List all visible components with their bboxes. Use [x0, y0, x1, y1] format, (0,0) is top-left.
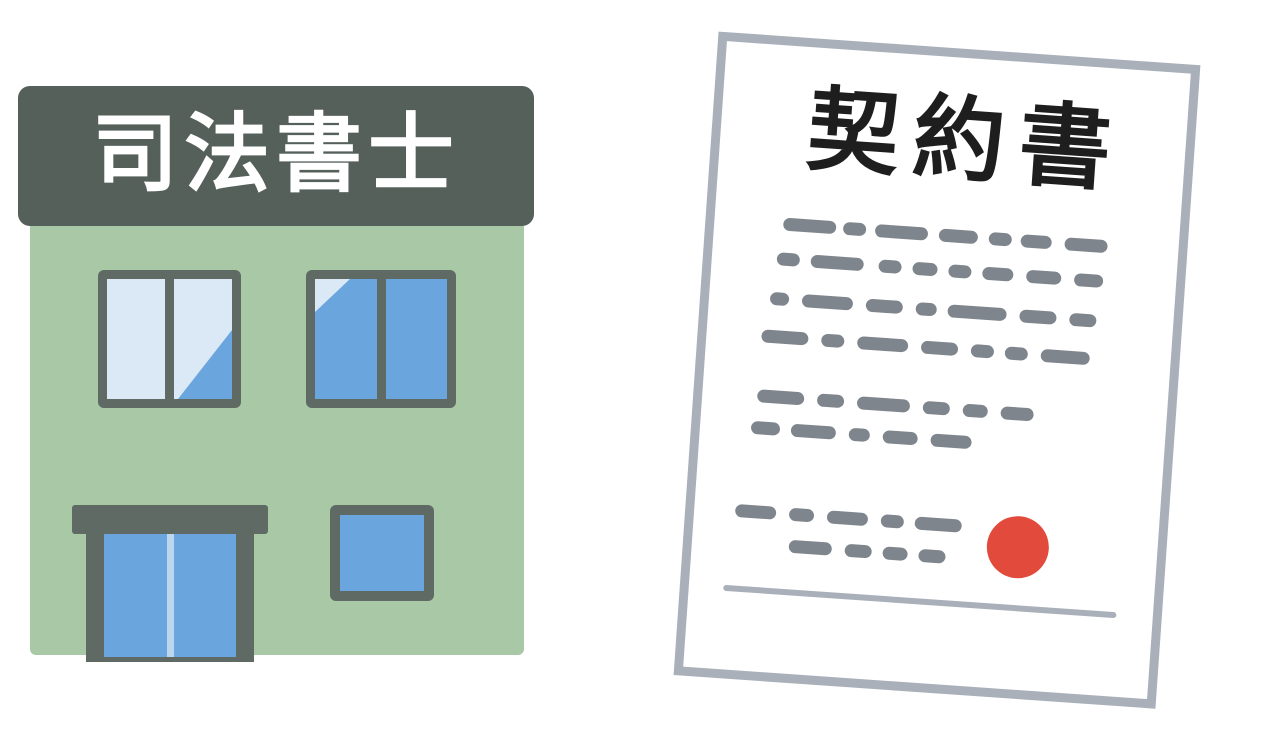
window-icon: [306, 270, 456, 408]
door-icon: [72, 505, 268, 662]
contract-body-text: [735, 218, 1108, 564]
building-sign-text: 司法書士: [92, 104, 460, 204]
seal-icon: [986, 516, 1049, 579]
window-icon: [98, 270, 241, 408]
contract-bottom-rule: [723, 584, 1117, 619]
contract-title: 契約書: [804, 76, 1129, 205]
building-sign-board: [18, 86, 534, 226]
window-icon: [330, 505, 434, 601]
contract-icon: 契約書: [673, 31, 1201, 709]
building-icon: 司法書士: [18, 86, 534, 662]
contract-paper: [673, 31, 1201, 709]
